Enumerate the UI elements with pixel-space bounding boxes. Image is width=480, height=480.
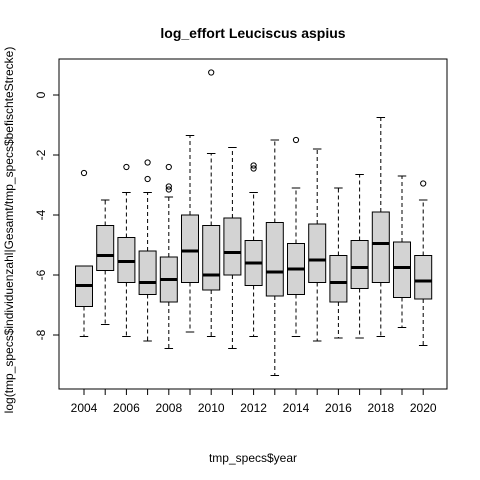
iqr-box [371, 211, 390, 283]
box-series [75, 69, 433, 376]
x-tick-label: 2018 [367, 401, 394, 415]
y-tick-label: 0 [34, 91, 48, 98]
outlier-point [165, 163, 172, 171]
box-2018 [371, 117, 390, 337]
y-tick-label: -4 [34, 209, 48, 220]
y-tick-label: -8 [34, 329, 48, 340]
x-axis: 2004 2006 2008 2010 2012 2014 2016 2018 2020 [71, 388, 437, 415]
outlier-point [292, 136, 300, 144]
x-tick-label: 2006 [113, 401, 140, 415]
x-tick-label: 2008 [155, 401, 182, 415]
box-2006 [117, 163, 136, 337]
outlier-point [144, 159, 151, 166]
x-tick-label: 2012 [240, 401, 267, 415]
x-tick-label: 2004 [71, 401, 98, 415]
outlier-point [420, 180, 427, 187]
iqr-box [138, 250, 157, 295]
y-axis-label: log(tmp_specs$individuenzahl|Gesamt/tmp_… [2, 47, 16, 414]
iqr-box [308, 223, 327, 283]
iqr-box [265, 222, 284, 297]
iqr-box [329, 255, 348, 303]
outlier-point [165, 186, 172, 193]
x-axis-label: tmp_specs$year [209, 451, 297, 465]
y-tick-label: -6 [34, 269, 48, 280]
box-2020 [414, 180, 433, 346]
box-2015 [308, 148, 327, 342]
iqr-box [414, 255, 433, 300]
box-2019 [393, 175, 411, 328]
iqr-box [96, 225, 115, 271]
iqr-box [393, 241, 411, 298]
box-2010 [202, 69, 221, 337]
outlier-point [208, 69, 215, 76]
box-2009 [181, 135, 199, 333]
outlier-point [144, 175, 151, 183]
y-axis: 0 -2 -4 -6 -8 [34, 91, 60, 340]
x-tick-label: 2010 [198, 401, 225, 415]
box-2004 [75, 169, 93, 337]
box-2013 [265, 139, 284, 376]
box-2007 [138, 159, 157, 342]
outlier-point [165, 183, 172, 190]
iqr-box [181, 214, 199, 283]
box-2017 [350, 174, 369, 339]
box-2014 [287, 136, 305, 337]
box-2016 [329, 187, 348, 339]
x-tick-label: 2020 [410, 401, 437, 415]
iqr-box [223, 217, 242, 276]
box-2012 [244, 162, 263, 337]
outlier-point [123, 163, 130, 171]
iqr-box [350, 240, 369, 289]
box-2011 [223, 147, 242, 349]
box-2008 [159, 163, 178, 349]
x-tick-label: 2016 [325, 401, 352, 415]
x-tick-label: 2014 [283, 401, 310, 415]
iqr-box [202, 225, 221, 291]
chart-title: log_effort Leuciscus aspius [160, 25, 345, 41]
y-tick-label: -2 [34, 149, 48, 160]
outlier-point [250, 162, 257, 169]
outlier-point [250, 165, 257, 172]
box-2005 [96, 199, 115, 325]
outlier-point [80, 169, 88, 177]
